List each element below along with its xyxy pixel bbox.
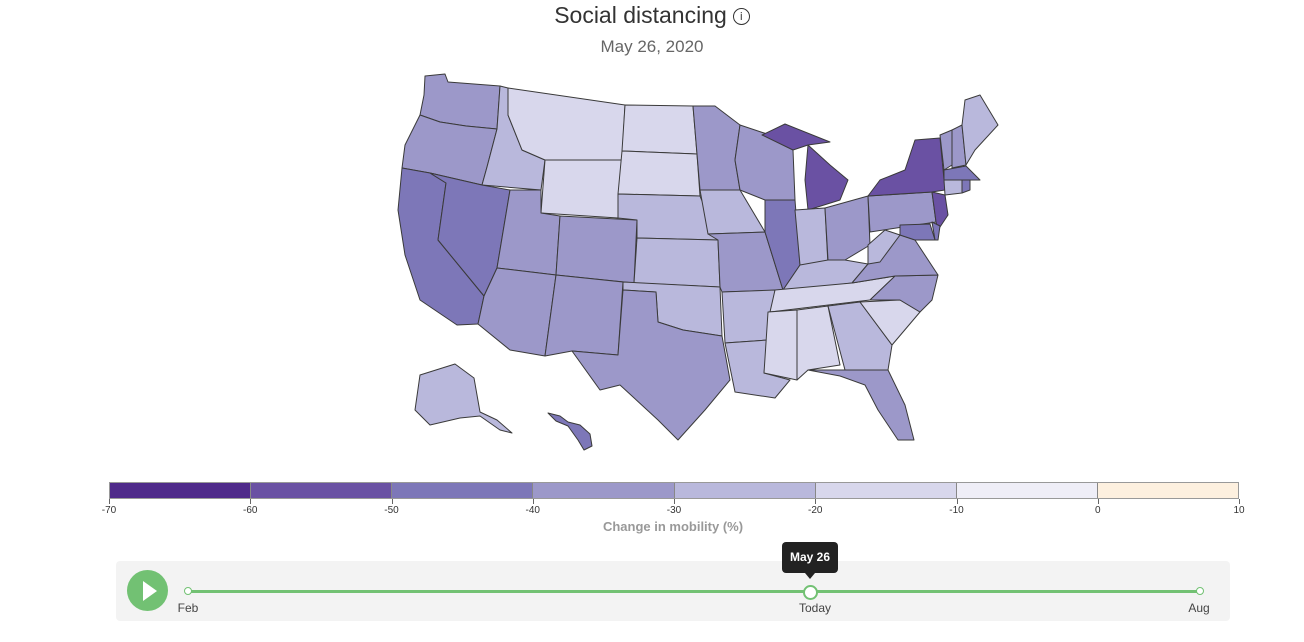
legend-tick-label: -60 xyxy=(243,505,258,516)
info-icon[interactable]: i xyxy=(732,8,750,25)
state-rhode-island[interactable] xyxy=(961,179,971,194)
timeline-current-label: Today xyxy=(798,601,832,615)
legend-tick-mark xyxy=(815,499,817,504)
legend-title: Change in mobility (%) xyxy=(602,519,744,534)
state-hawaii[interactable] xyxy=(547,412,593,451)
play-button[interactable] xyxy=(127,570,168,611)
state-colorado[interactable] xyxy=(555,215,638,284)
state-alaska[interactable] xyxy=(414,363,513,434)
legend-swatch-3 xyxy=(533,483,675,498)
legend-tick-mark xyxy=(956,499,958,504)
timeline-start-label: Feb xyxy=(177,601,199,615)
state-wyoming[interactable] xyxy=(540,159,623,219)
legend-tick-mark xyxy=(532,499,534,504)
state-georgia[interactable] xyxy=(827,301,893,371)
state-alabama[interactable] xyxy=(796,305,841,381)
timeline-track[interactable] xyxy=(187,590,1199,593)
state-new-york[interactable] xyxy=(867,137,946,197)
state-south-dakota[interactable] xyxy=(617,150,701,197)
state-michigan-upper[interactable] xyxy=(761,123,831,151)
state-kansas[interactable] xyxy=(633,237,721,288)
legend-tick-mark xyxy=(1239,499,1240,504)
state-massachusetts[interactable] xyxy=(943,165,981,181)
state-new-jersey[interactable] xyxy=(931,191,949,231)
legend-tick-mark xyxy=(109,499,110,504)
legend-tick-mark xyxy=(250,499,252,504)
legend-swatch-0 xyxy=(110,483,252,498)
state-minnesota[interactable] xyxy=(692,105,741,191)
state-delaware[interactable] xyxy=(931,221,941,241)
legend-tick-label: -20 xyxy=(808,505,823,516)
chart-title: Social distancing i xyxy=(0,2,1304,29)
state-michigan-lower[interactable] xyxy=(804,144,849,211)
state-montana[interactable] xyxy=(507,87,626,161)
legend-tick-label: 0 xyxy=(1094,505,1101,516)
legend-color-bar xyxy=(109,482,1239,499)
legend-swatch-2 xyxy=(392,483,534,498)
date-tooltip: May 26 xyxy=(782,542,838,579)
legend-tick-label: 10 xyxy=(1233,505,1245,516)
legend-tick-mark xyxy=(391,499,393,504)
legend-swatch-5 xyxy=(815,483,957,498)
state-new-mexico[interactable] xyxy=(544,274,624,357)
timeline-handle[interactable] xyxy=(803,585,818,600)
legend-swatch-7 xyxy=(1097,483,1238,498)
legend-tick-label: -70 xyxy=(101,505,117,516)
date-subtitle: May 26, 2020 xyxy=(600,37,704,56)
legend-tick-label: -50 xyxy=(384,505,399,516)
play-icon xyxy=(143,581,157,601)
state-maryland[interactable] xyxy=(899,223,936,241)
timeline-end-marker xyxy=(1196,587,1204,595)
timeline-start-marker xyxy=(184,587,192,595)
state-ohio[interactable] xyxy=(824,195,871,261)
state-indiana[interactable] xyxy=(794,207,829,266)
legend-tick-mark xyxy=(1097,499,1099,504)
legend-swatch-1 xyxy=(251,483,393,498)
legend-tick-label: -30 xyxy=(666,505,682,516)
legend-swatch-6 xyxy=(956,483,1098,498)
us-choropleth-map xyxy=(397,73,999,451)
state-mississippi[interactable] xyxy=(763,309,798,381)
timeline-end-label: Aug xyxy=(1188,601,1210,615)
legend-tick-label: -10 xyxy=(949,505,964,516)
state-connecticut[interactable] xyxy=(943,179,963,196)
state-north-dakota[interactable] xyxy=(621,104,698,155)
legend-tick-mark xyxy=(674,499,675,504)
state-west-virginia[interactable] xyxy=(867,229,901,265)
legend-tick-label: -40 xyxy=(525,505,540,516)
state-maine[interactable] xyxy=(961,94,999,166)
title-text: Social distancing xyxy=(554,2,727,28)
legend-swatch-4 xyxy=(674,483,816,498)
state-texas[interactable] xyxy=(571,289,731,441)
state-florida[interactable] xyxy=(807,369,915,441)
